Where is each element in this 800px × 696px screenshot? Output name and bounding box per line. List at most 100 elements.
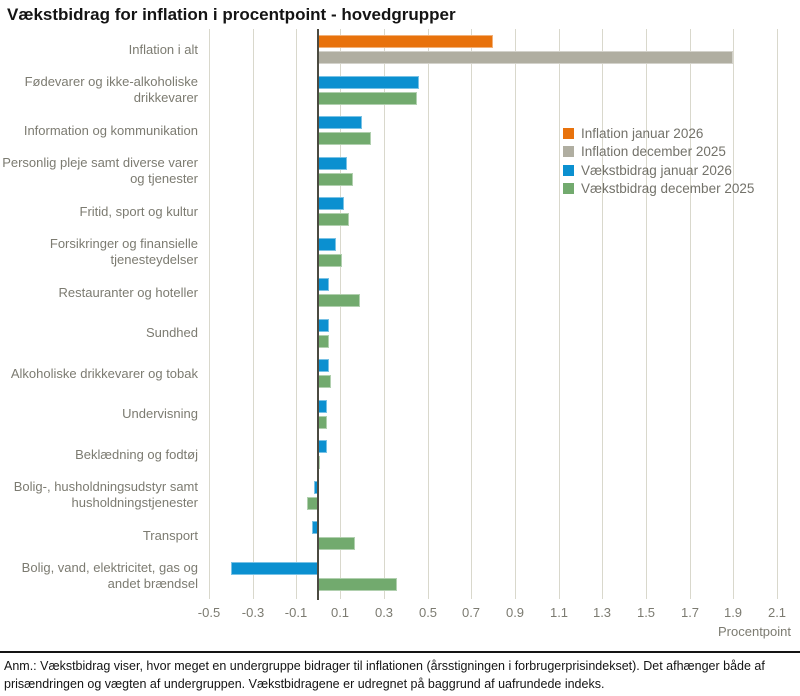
legend-item: Vækstbidrag december 2025 (563, 180, 754, 199)
bar (318, 399, 327, 413)
legend-label: Inflation december 2025 (581, 144, 726, 160)
x-tick-label: 1.5 (636, 605, 656, 620)
x-tick-label: 0.5 (418, 605, 438, 620)
legend-label: Inflation januar 2026 (581, 125, 704, 141)
bar (318, 440, 327, 453)
bar (318, 334, 329, 348)
gridline (602, 29, 603, 599)
category-label: Beklædning og fodtøj (75, 446, 198, 462)
bar-row (209, 110, 789, 151)
gridline (559, 29, 560, 599)
category-label: Transport (142, 527, 198, 543)
bar (318, 278, 329, 291)
bar (318, 294, 360, 307)
bar (318, 415, 327, 429)
x-tick-label: 2.1 (767, 605, 787, 620)
chart-area: Inflation i alt Fødevarer og ikke-alkohol… (0, 27, 800, 649)
bar (318, 51, 733, 64)
legend-item: Inflation december 2025 (563, 143, 754, 162)
legend-swatch (563, 183, 574, 195)
x-tick-label: 1.7 (680, 605, 700, 620)
legend-item: Vækstbidrag januar 2026 (563, 161, 754, 180)
zero-axis-line (317, 29, 319, 600)
category-label: Undervisning (122, 406, 198, 422)
bar-row (209, 272, 789, 313)
category-label: Restauranter og hoteller (58, 284, 198, 300)
bar (318, 375, 331, 388)
gridline (428, 29, 429, 599)
legend-label: Vækstbidrag januar 2026 (581, 162, 732, 178)
bar (318, 213, 349, 226)
category-label: Fritid, sport og kultur (79, 203, 199, 219)
bar-row (209, 70, 789, 111)
category-label: Information og kommunikation (23, 122, 198, 138)
bar (318, 116, 362, 129)
gridline (777, 29, 778, 599)
bar-row (209, 475, 789, 516)
category-labels: Inflation i alt Fødevarer og ikke-alkohol… (0, 29, 205, 596)
bar (318, 156, 347, 170)
bar (318, 197, 344, 210)
bar-row (209, 394, 789, 435)
bar (318, 91, 417, 105)
bar-row (209, 556, 789, 597)
bar (231, 561, 318, 575)
x-tick-label: 1.1 (549, 605, 569, 620)
gridline (209, 29, 210, 599)
legend-swatch (563, 164, 574, 176)
bar-row (209, 515, 789, 556)
bar-row (209, 353, 789, 394)
legend-swatch (563, 127, 574, 139)
bar (318, 253, 342, 267)
legend-label: Vækstbidrag december 2025 (581, 181, 755, 197)
x-tick-label: 0.7 (461, 605, 481, 620)
bar-row (209, 434, 789, 475)
bar-row (209, 313, 789, 354)
legend: Inflation januar 2026 Inflation december … (563, 124, 754, 198)
category-label: Forsikringer og finansielle tjenesteydel… (49, 236, 198, 267)
bar (318, 577, 397, 591)
gridline (340, 29, 341, 599)
gridline (646, 29, 647, 599)
x-tick-label: 0.1 (330, 605, 350, 620)
x-tick-label: 0.9 (505, 605, 525, 620)
bar-row (209, 232, 789, 273)
bar (318, 35, 493, 48)
gridline (733, 29, 734, 599)
x-tick-label: 0.3 (374, 605, 394, 620)
category-label: Sundhed (145, 325, 198, 341)
gridline (384, 29, 385, 599)
category-label: Alkoholiske drikkevarer og tobak (10, 365, 198, 381)
footnote: Anm.: Vækstbidrag viser, hvor meget en u… (0, 651, 800, 694)
x-tick-label: 1.9 (723, 605, 743, 620)
x-tick-label: -0.1 (284, 605, 308, 620)
bar-row (209, 191, 789, 232)
legend-swatch (563, 146, 574, 158)
bar (318, 318, 329, 332)
category-label: Fødevarer og ikke-alkoholiske drikkevare… (24, 74, 198, 105)
bar (318, 75, 419, 89)
gridline (296, 29, 297, 599)
category-label: Bolig-, husholdningsudstyr samt husholdn… (13, 479, 198, 510)
bar (318, 237, 336, 251)
gridline (690, 29, 691, 599)
legend-item: Inflation januar 2026 (563, 124, 754, 143)
bar (318, 172, 353, 186)
x-tick-label: 1.3 (592, 605, 612, 620)
plot-area: Procentpoint Inflation januar 2026 Inflat… (198, 29, 791, 639)
bar (318, 359, 329, 372)
category-label: Bolig, vand, elektricitet, gas og andet … (21, 560, 198, 591)
bar (318, 132, 371, 145)
category-label: Personlig pleje samt diverse varer og tj… (2, 155, 198, 186)
bar-row (209, 29, 789, 70)
x-tick-label: -0.5 (197, 605, 221, 620)
x-tick-label: -0.3 (241, 605, 265, 620)
gridline (515, 29, 516, 599)
gridline (471, 29, 472, 599)
bar (318, 537, 355, 550)
category-label: Inflation i alt (128, 41, 198, 57)
x-axis-label: Procentpoint (718, 624, 791, 639)
chart-title: Vækstbidrag for inflation i procentpoint… (7, 5, 456, 24)
gridline (253, 29, 254, 599)
